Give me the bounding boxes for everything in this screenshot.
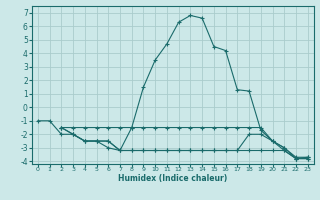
X-axis label: Humidex (Indice chaleur): Humidex (Indice chaleur) <box>118 174 228 183</box>
